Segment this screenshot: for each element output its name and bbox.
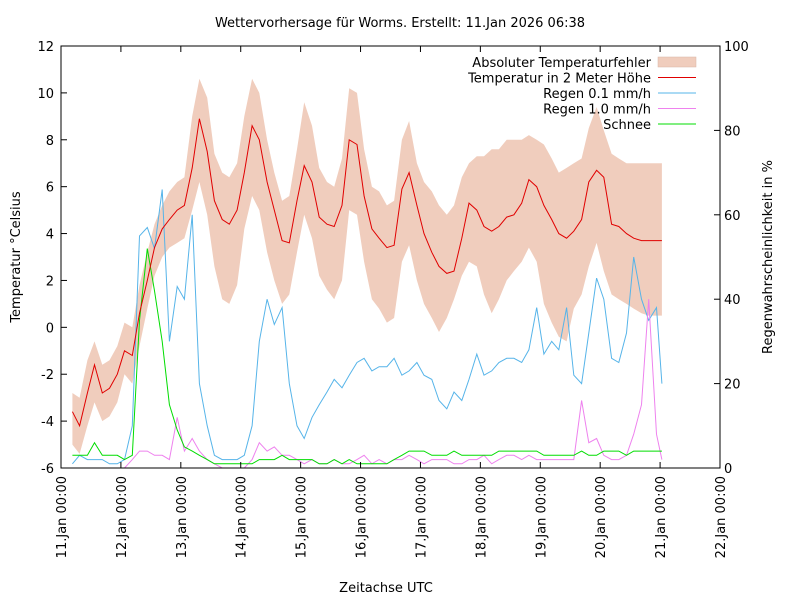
temperature-line bbox=[71, 118, 662, 428]
y-tick-label: 0 bbox=[46, 321, 54, 336]
y-tick-label: -6 bbox=[41, 462, 54, 477]
y2-axis-label: Regenwahrscheinlichkeit in % bbox=[761, 160, 776, 354]
y2-tick-label: 20 bbox=[724, 378, 741, 393]
rain-0-1-line bbox=[72, 189, 663, 465]
series-lines bbox=[71, 118, 663, 469]
x-tick-label: 15.Jan 00:00 bbox=[295, 476, 310, 558]
legend-label: Regen 0.1 mm/h bbox=[543, 87, 651, 102]
y-tick-label: 10 bbox=[37, 87, 54, 102]
x-tick-label: 12.Jan 00:00 bbox=[115, 476, 130, 558]
legend-label: Schnee bbox=[603, 118, 651, 133]
plot-frame bbox=[60, 45, 721, 469]
legend-label: Temperatur in 2 Meter Höhe bbox=[467, 72, 651, 87]
temperature-error-band bbox=[72, 78, 662, 454]
y-axis-right: 0 20 40 60 80 100 bbox=[714, 40, 749, 477]
x-tick-label: 13.Jan 00:00 bbox=[175, 476, 190, 558]
y2-tick-label: 80 bbox=[724, 124, 741, 139]
x-tick-label: 18.Jan 00:00 bbox=[474, 476, 489, 558]
x-tick-label: 11.Jan 00:00 bbox=[55, 476, 70, 558]
legend-label: Regen 1.0 mm/h bbox=[543, 103, 651, 118]
y2-tick-label: 0 bbox=[724, 462, 732, 477]
y-tick-label: 8 bbox=[46, 134, 54, 149]
plot-area bbox=[71, 78, 663, 469]
y-tick-label: 4 bbox=[46, 228, 54, 243]
x-axis-label: Zeitachse UTC bbox=[339, 581, 433, 596]
x-tick-label: 22.Jan 00:00 bbox=[714, 476, 729, 558]
x-tick-label: 19.Jan 00:00 bbox=[534, 476, 549, 558]
x-axis: 11.Jan 00:00 12.Jan 00:00 13.Jan 00:00 14.J… bbox=[55, 46, 729, 558]
y2-tick-label: 100 bbox=[724, 40, 749, 55]
x-tick-label: 16.Jan 00:00 bbox=[355, 476, 370, 558]
legend-label: Absoluter Temperaturfehler bbox=[472, 56, 651, 71]
x-tick-label: 21.Jan 00:00 bbox=[654, 476, 669, 558]
y-tick-label: -2 bbox=[41, 368, 54, 383]
y2-tick-label: 40 bbox=[724, 293, 741, 308]
y-axis-left: -6 -4 -2 0 2 4 6 8 10 12 bbox=[37, 40, 67, 477]
y-axis-label: Temperatur °Celsius bbox=[9, 191, 24, 324]
legend-swatch bbox=[657, 56, 697, 68]
x-tick-label: 14.Jan 00:00 bbox=[235, 476, 250, 558]
x-tick-label: 17.Jan 00:00 bbox=[414, 476, 429, 558]
y-tick-label: 12 bbox=[37, 40, 54, 55]
snow-line bbox=[72, 248, 662, 465]
y-tick-label: -4 bbox=[41, 415, 54, 430]
x-tick-label: 20.Jan 00:00 bbox=[594, 476, 609, 558]
y-tick-label: 2 bbox=[46, 274, 54, 289]
y2-tick-label: 60 bbox=[724, 209, 741, 224]
rain-1-0-line bbox=[72, 299, 663, 469]
y-tick-label: 6 bbox=[46, 181, 54, 196]
chart-title: Wettervorhersage für Worms. Erstellt: 11… bbox=[215, 16, 585, 31]
